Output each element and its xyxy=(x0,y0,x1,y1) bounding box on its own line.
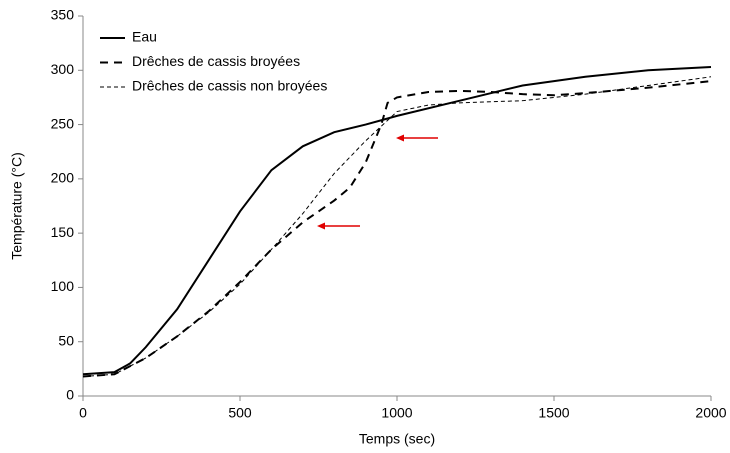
y-tick-label: 100 xyxy=(51,278,75,294)
annotation-arrow xyxy=(317,222,360,230)
series-line xyxy=(82,80,712,378)
x-axis-label: Temps (sec) xyxy=(359,431,435,447)
y-tick-label: 200 xyxy=(51,170,75,186)
annotation-arrow xyxy=(396,134,438,142)
x-tick-label: 500 xyxy=(228,405,252,421)
y-tick-label: 0 xyxy=(66,387,74,403)
y-tick-label: 250 xyxy=(51,115,75,131)
legend-label: Drêches de cassis broyées xyxy=(132,53,300,69)
legend-label: Drêches de cassis non broyées xyxy=(132,78,327,94)
y-tick-label: 50 xyxy=(58,332,74,348)
x-tick-label: 1000 xyxy=(381,405,412,421)
y-tick-label: 150 xyxy=(51,224,75,240)
series-line xyxy=(82,66,712,376)
series-line xyxy=(82,76,712,377)
y-tick-label: 350 xyxy=(51,7,75,23)
y-tick-label: 300 xyxy=(51,61,75,77)
legend-label: Eau xyxy=(132,29,157,45)
x-tick-label: 0 xyxy=(79,405,87,421)
y-axis-label: Température (°C) xyxy=(9,152,25,260)
x-tick-label: 2000 xyxy=(695,405,726,421)
x-tick-label: 1500 xyxy=(538,405,569,421)
